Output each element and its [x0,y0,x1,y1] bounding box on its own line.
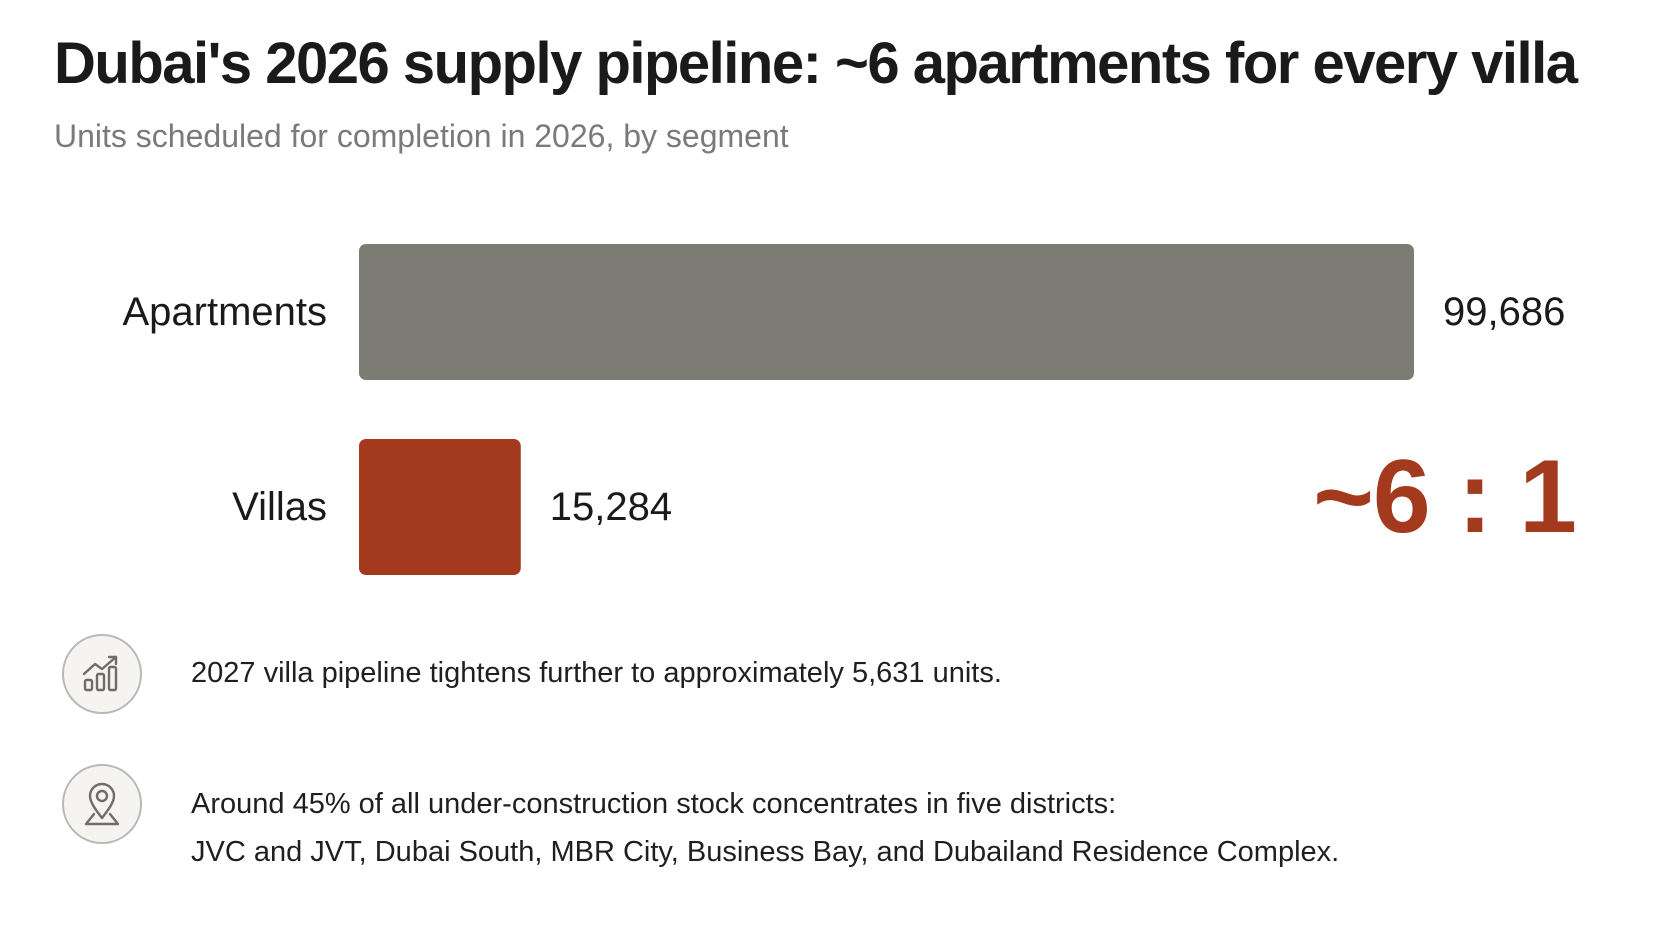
note-line: 2027 villa pipeline tightens further to … [191,657,1002,689]
bar-chart: Apartments 99,686 Villas 15,284 [122,244,1565,575]
note-text: Around 45% of all under-construction sto… [191,780,1339,876]
trend-chart-icon [62,634,142,714]
note-item-villa-pipeline: 2027 villa pipeline tightens further to … [62,634,1002,714]
note-line: JVC and JVT, Dubai South, MBR City, Busi… [191,836,1340,868]
category-label-villas: Villas [232,485,327,529]
bar-villas [359,439,521,575]
value-label-apartments: 99,686 [1443,290,1565,334]
ratio-annotation: ~6 : 1 [1313,439,1577,555]
note-item-district-concentration: Around 45% of all under-construction sto… [62,764,1339,876]
bar-apartments [359,244,1414,380]
chart-subtitle: Units scheduled for completion in 2026, … [54,118,789,154]
value-label-villas: 15,284 [550,485,672,529]
location-pin-icon [62,764,142,844]
note-line: Around 45% of all under-construction sto… [191,788,1117,820]
category-label-apartments: Apartments [122,290,327,334]
chart-title: Dubai's 2026 supply pipeline: ~6 apartme… [54,31,1578,96]
note-text: 2027 villa pipeline tightens further to … [191,649,1002,697]
